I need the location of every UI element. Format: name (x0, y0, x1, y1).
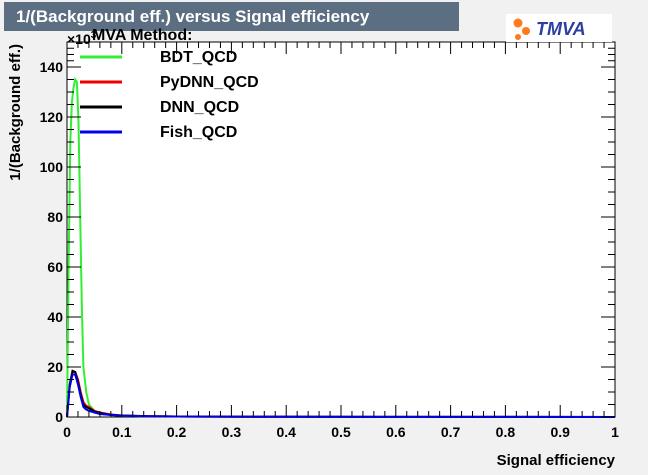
x-tick-label: 0.4 (276, 424, 296, 440)
logo-dot (513, 18, 523, 28)
y-tick-label: 0 (55, 409, 63, 425)
y-tick-label: 20 (47, 359, 63, 375)
x-tick-label: 0.3 (222, 424, 242, 440)
y-tick-label: 80 (47, 209, 63, 225)
x-tick-label: 0.1 (112, 424, 132, 440)
y-tick-label: 100 (40, 159, 64, 175)
axis-ticks (66, 42, 616, 418)
chart-title: 1/(Background eff.) versus Signal effici… (4, 2, 459, 31)
legend-entry: BDT_QCD (160, 49, 237, 66)
legend-header: MVA Method: (92, 27, 192, 44)
y-tick-label: 120 (40, 109, 64, 125)
y-tick-label: 60 (47, 259, 63, 275)
legend-entry: DNN_QCD (160, 99, 239, 116)
y-tick-label: 40 (47, 309, 63, 325)
x-tick-label: 0.6 (386, 424, 406, 440)
x-tick-label: 1 (611, 424, 619, 440)
x-tick-label: 0.9 (550, 424, 570, 440)
x-tick-label: 0.8 (496, 424, 516, 440)
legend-entry: PyDNN_QCD (160, 74, 259, 91)
x-tick-label: 0.7 (441, 424, 461, 440)
y-axis-title: 1/(Background eff.) (7, 44, 24, 181)
legend-entry: Fish_QCD (160, 124, 237, 141)
tick-labels: 0 0.1 0.2 0.3 0.4 0.5 0.6 0.7 0.8 0.9 1 0 20 40 60 80 10… (40, 59, 619, 440)
tmva-logo: TMVA (506, 14, 612, 42)
logo-dot (522, 27, 530, 35)
logo-text: TMVA (536, 19, 586, 39)
x-tick-label: 0.2 (167, 424, 187, 440)
legend: MVA Method: BDT_QCD PyDNN_QCD DNN_QCD Fish_… (80, 27, 259, 141)
x-tick-label: 0 (63, 424, 71, 440)
y-tick-label: 140 (40, 59, 64, 75)
plot-frame (66, 41, 616, 418)
y-exponent-label: ×103 (67, 30, 97, 47)
logo-dot (515, 34, 521, 40)
x-tick-label: 0.5 (331, 424, 351, 440)
x-axis-title: Signal efficiency (497, 452, 616, 469)
